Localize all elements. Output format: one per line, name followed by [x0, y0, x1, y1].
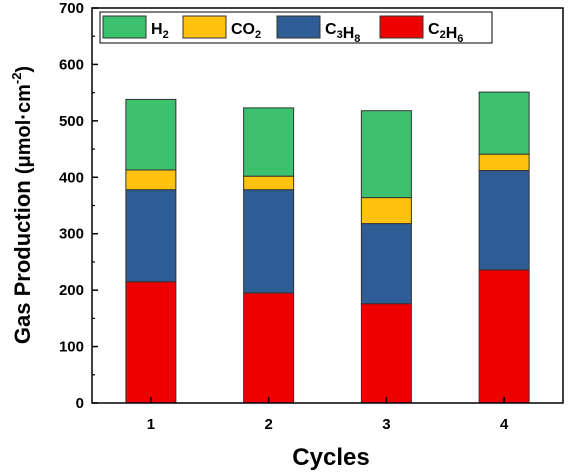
- legend-swatch-co2: [182, 15, 227, 39]
- y-tick-label-100: 100: [59, 339, 84, 356]
- legend-label-c3h8: C3H8: [325, 21, 360, 45]
- legend-swatch-c2h6: [379, 15, 424, 39]
- bar-segment-h2-cycle-3: [360, 110, 412, 199]
- legend-swatch-c3h8: [276, 15, 321, 39]
- y-axis-title: Gas Production (μmol·cm-2): [9, 66, 35, 344]
- y-tick-label-400: 400: [59, 169, 84, 186]
- legend-label-co2: CO2: [231, 21, 261, 41]
- legend: H2 CO2 C3H8 C2H6: [99, 11, 493, 45]
- y-tick-label-200: 200: [59, 282, 84, 299]
- bar-segment-co2-cycle-3: [360, 197, 412, 225]
- bar-segment-c3h8-cycle-4: [478, 170, 530, 271]
- x-tick-label-2: 2: [264, 416, 272, 433]
- bar-segment-c2h6-cycle-4: [478, 269, 530, 404]
- y-tick-label-700: 700: [59, 0, 84, 17]
- y-tick-label-300: 300: [59, 226, 84, 243]
- bar-segment-c2h6-cycle-1: [125, 281, 177, 404]
- legend-label-c2h6: C2H6: [428, 21, 463, 45]
- bar-segment-c2h6-cycle-3: [360, 303, 412, 404]
- x-tick-label-1: 1: [147, 416, 155, 433]
- bar-segment-h2-cycle-2: [243, 107, 295, 177]
- bar-segment-c2h6-cycle-2: [243, 292, 295, 404]
- bar-segment-co2-cycle-4: [478, 153, 530, 172]
- bar-segment-c3h8-cycle-1: [125, 189, 177, 283]
- x-axis-title: Cycles: [292, 444, 369, 471]
- legend-label-h2: H2: [151, 21, 169, 41]
- bar-segment-c3h8-cycle-2: [243, 189, 295, 294]
- y-tick-label-0: 0: [76, 395, 84, 412]
- y-tick-label-600: 600: [59, 56, 84, 73]
- x-tick-label-3: 3: [382, 416, 390, 433]
- bar-segment-co2-cycle-2: [243, 175, 295, 191]
- axes-layer: 0 100 200 300 400 500 600 700 1 2 3 4: [59, 0, 564, 433]
- bar-segment-c3h8-cycle-3: [360, 223, 412, 305]
- bar-segment-co2-cycle-1: [125, 169, 177, 191]
- legend-swatch-h2: [102, 15, 147, 39]
- x-tick-label-4: 4: [500, 416, 509, 433]
- bar-segment-h2-cycle-4: [478, 91, 530, 155]
- y-tick-label-500: 500: [59, 113, 84, 130]
- bars-layer: [125, 91, 530, 404]
- bar-segment-h2-cycle-1: [125, 98, 177, 171]
